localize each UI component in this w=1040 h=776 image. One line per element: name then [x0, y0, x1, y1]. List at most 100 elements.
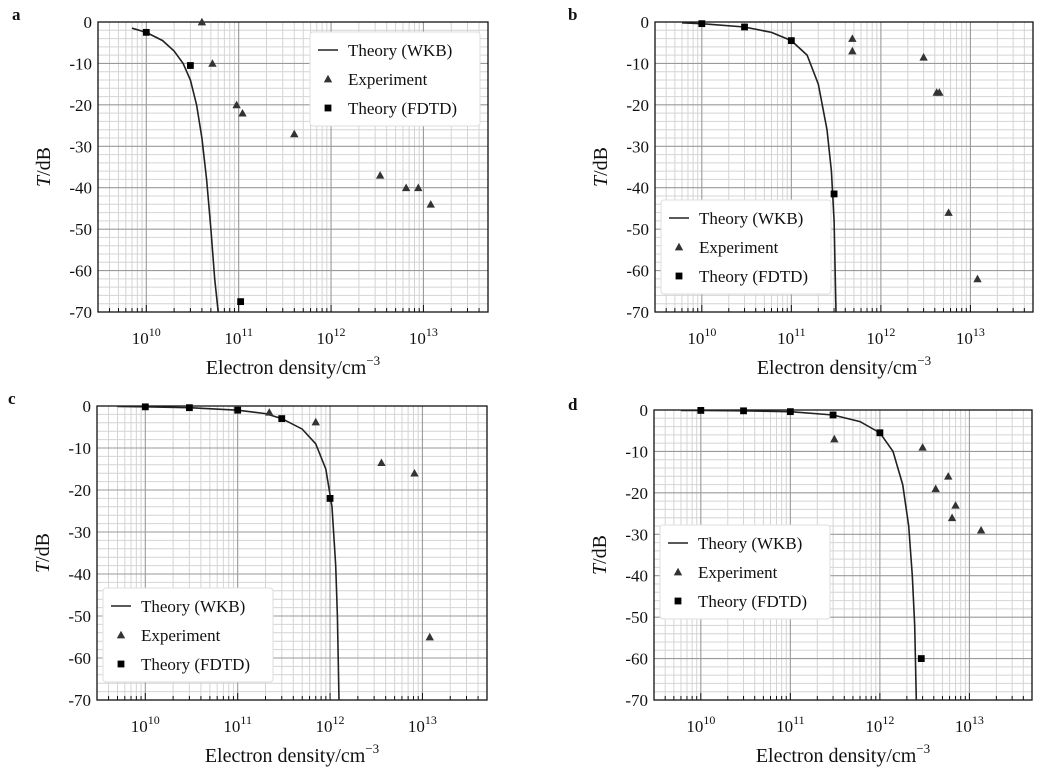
experiment-point	[290, 129, 299, 138]
legend: Theory (WKB) Experiment Theory (FDTD)	[660, 199, 832, 295]
legend-label-wkb: Theory (WKB)	[348, 41, 452, 60]
y-tick-label: -70	[626, 303, 649, 322]
x-tick-label: 1011	[224, 325, 253, 348]
chart-panel-a: 0 -10 -20 -30 -40 -50 -60 -70 1010 1011 1012 1013 El…	[12, 5, 489, 379]
experiment-point	[935, 88, 944, 96]
experiment-point	[973, 274, 982, 283]
experiment-point	[944, 472, 953, 480]
fdtd-point	[787, 37, 795, 45]
chart-panel-c: 0 -10 -20 -30 -40 -50 -60 -70 1010 1011 1012 1013 El…	[8, 389, 488, 767]
grid	[98, 21, 488, 313]
experiment-point	[426, 200, 435, 208]
y-tick-label: 0	[640, 401, 649, 420]
x-tick-label: 1010	[687, 325, 716, 348]
legend-box	[102, 587, 274, 683]
legend-box	[309, 31, 481, 127]
y-axis-label: T/dB	[589, 535, 611, 575]
panel-letter: b	[568, 5, 577, 24]
fdtd-point	[741, 23, 748, 31]
experiment-point	[951, 501, 960, 509]
fdtd-point	[917, 655, 925, 662]
x-tick-label: 1013	[408, 713, 437, 736]
experiment-point	[848, 34, 857, 42]
legend-label-experiment: Experiment	[348, 70, 428, 89]
data-layer	[681, 407, 986, 700]
y-tick-label: -70	[68, 691, 91, 710]
y-tick-label: -20	[69, 96, 92, 115]
experiment-point	[238, 108, 247, 117]
fdtd-point	[278, 415, 286, 422]
experiment-point	[265, 408, 274, 416]
x-tick-label: 1012	[316, 713, 345, 736]
y-tick-label: -30	[625, 525, 648, 544]
data-layer	[117, 403, 434, 700]
fdtd-point	[234, 406, 242, 414]
fdtd-point	[740, 407, 747, 415]
x-tick-label: 1012	[866, 325, 895, 348]
legend-triangle-swatch	[673, 567, 683, 576]
legend: Theory (WKB) Experiment Theory (FDTD)	[102, 587, 274, 683]
legend-label-fdtd: Theory (FDTD)	[141, 655, 250, 674]
x-tick-label: 1012	[865, 713, 894, 736]
x-tick-label: 1013	[409, 325, 438, 348]
y-tick-label: 0	[84, 13, 93, 32]
legend-triangle-swatch	[323, 74, 333, 83]
y-tick-label: -40	[626, 179, 649, 198]
legend-triangle-swatch	[674, 242, 684, 251]
y-tick-label: -10	[69, 54, 92, 73]
x-tick-label: 1013	[955, 713, 984, 736]
y-axis-label: T/dB	[590, 147, 612, 187]
x-tick-label: 1013	[956, 325, 985, 348]
fdtd-point	[142, 28, 150, 36]
fdtd-point	[698, 20, 706, 28]
legend-label-wkb: Theory (WKB)	[141, 597, 245, 616]
y-tick-label: -30	[68, 523, 91, 542]
legend-triangle-swatch	[116, 630, 126, 639]
y-axis-label: T/dB	[33, 147, 55, 187]
legend-label-wkb: Theory (WKB)	[698, 534, 802, 553]
y-tick-label: -40	[69, 179, 92, 198]
y-axis-label: T/dB	[32, 533, 54, 573]
y-tick-label: -50	[625, 608, 648, 627]
legend-box	[660, 199, 832, 295]
fdtd-point	[876, 429, 884, 437]
x-tick-label: 1011	[777, 325, 806, 348]
y-tick-label: -60	[626, 262, 649, 281]
x-tick-label: 1011	[223, 713, 252, 736]
legend-label-experiment: Experiment	[698, 563, 778, 582]
fdtd-point	[185, 404, 193, 412]
fdtd-point	[326, 495, 334, 502]
legend: Theory (WKB) Experiment Theory (FDTD)	[659, 524, 831, 620]
x-tick-label: 1010	[132, 325, 161, 348]
plot-frame	[653, 409, 1033, 701]
panel-letter: a	[12, 5, 21, 24]
x-axis-label: Electron density/cm−3	[205, 741, 379, 767]
data-layer	[681, 20, 982, 312]
fdtd-point	[237, 298, 245, 306]
legend-label-fdtd: Theory (FDTD)	[698, 592, 807, 611]
legend-label-experiment: Experiment	[699, 238, 779, 257]
experiment-point	[918, 443, 927, 451]
y-tick-label: -70	[625, 691, 648, 710]
y-tick-label: -40	[625, 567, 648, 586]
y-tick-label: -60	[625, 650, 648, 669]
experiment-point	[377, 458, 386, 467]
experiment-point	[848, 46, 857, 55]
y-tick-label: -50	[626, 220, 649, 239]
y-tick-label: -30	[626, 137, 649, 156]
x-tick-label: 1010	[686, 713, 715, 736]
experiment-point	[976, 525, 986, 534]
experiment-point	[425, 632, 434, 641]
experiment-point	[931, 484, 940, 493]
y-tick-label: -60	[68, 649, 91, 668]
legend-square-swatch	[674, 597, 682, 605]
y-tick-label: -30	[69, 137, 92, 156]
y-tick-label: -60	[69, 262, 92, 281]
y-tick-label: -20	[625, 484, 648, 503]
experiment-point	[830, 434, 839, 443]
y-tick-label: -10	[625, 442, 648, 461]
fdtd-point	[141, 403, 149, 411]
experiment-point	[414, 183, 423, 192]
fdtd-point	[697, 407, 705, 414]
panel-letter: c	[8, 389, 16, 408]
